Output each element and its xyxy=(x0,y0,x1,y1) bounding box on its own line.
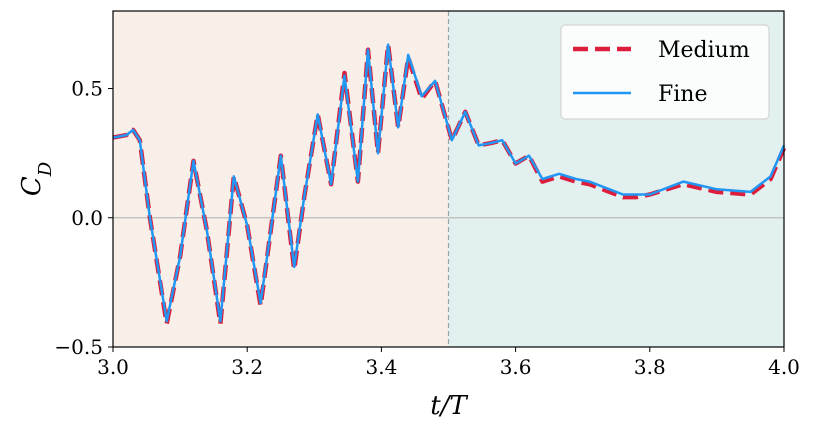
y-axis-ticks: −0.5 0.0 0.5 xyxy=(54,77,113,359)
legend-box xyxy=(560,24,770,120)
legend-label-fine: Fine xyxy=(658,82,708,107)
x-tick-label: 4.0 xyxy=(768,355,800,379)
y-tick-label: −0.5 xyxy=(54,335,103,359)
legend-label-medium: Medium xyxy=(658,38,750,63)
legend: Medium Fine xyxy=(560,24,770,120)
x-tick-label: 3.0 xyxy=(97,355,129,379)
series-lines xyxy=(112,42,787,326)
x-axis-label: t/T xyxy=(430,391,468,421)
series-line-fine xyxy=(112,43,786,323)
y-tick-label: 0.0 xyxy=(71,206,103,230)
shaded-region-1 xyxy=(113,11,449,347)
x-tick-label: 3.6 xyxy=(500,355,532,379)
y-axis-label: CD xyxy=(17,161,56,196)
x-tick-label: 3.4 xyxy=(365,355,397,379)
reference-lines xyxy=(113,11,784,347)
x-tick-label: 3.8 xyxy=(634,355,666,379)
x-tick-label: 3.2 xyxy=(231,355,263,379)
y-tick-label: 0.5 xyxy=(71,77,103,101)
x-axis-ticks: 3.0 3.2 3.4 3.6 3.8 4.0 xyxy=(97,347,800,379)
plot-frame xyxy=(112,10,785,348)
